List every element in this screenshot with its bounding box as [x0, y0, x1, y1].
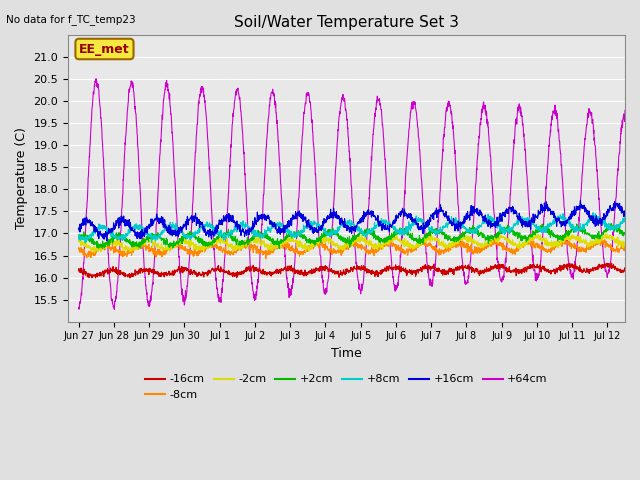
- -8cm: [561, 236, 569, 241]
- +16cm: [103, 238, 111, 244]
- +16cm: [75, 227, 83, 232]
- Line: -16cm: -16cm: [79, 263, 625, 278]
- Line: -2cm: -2cm: [79, 233, 625, 253]
- -2cm: [326, 237, 334, 242]
- +8cm: [75, 233, 83, 239]
- X-axis label: Time: Time: [331, 347, 362, 360]
- +8cm: [340, 220, 348, 226]
- -2cm: [505, 240, 513, 246]
- -8cm: [262, 256, 269, 262]
- Line: +16cm: +16cm: [79, 201, 625, 241]
- -2cm: [90, 250, 98, 256]
- -2cm: [605, 234, 613, 240]
- -8cm: [75, 245, 83, 251]
- -16cm: [103, 267, 111, 273]
- +16cm: [326, 215, 334, 221]
- -8cm: [621, 245, 629, 251]
- +64cm: [103, 227, 111, 233]
- +8cm: [589, 210, 597, 216]
- Legend: -16cm, -8cm, -2cm, +2cm, +8cm, +16cm, +64cm: -16cm, -8cm, -2cm, +2cm, +8cm, +16cm, +6…: [141, 370, 552, 405]
- +16cm: [102, 230, 110, 236]
- +2cm: [605, 225, 613, 230]
- +8cm: [505, 228, 513, 233]
- -2cm: [103, 240, 111, 246]
- +16cm: [606, 204, 614, 209]
- +8cm: [606, 226, 614, 231]
- +2cm: [102, 240, 110, 246]
- Y-axis label: Temperature (C): Temperature (C): [15, 128, 28, 229]
- -8cm: [102, 243, 110, 249]
- Line: +8cm: +8cm: [79, 213, 625, 243]
- +16cm: [621, 212, 629, 217]
- -8cm: [606, 242, 614, 248]
- +8cm: [103, 225, 111, 231]
- +8cm: [81, 240, 89, 246]
- +16cm: [605, 207, 613, 213]
- -2cm: [602, 230, 609, 236]
- Line: -8cm: -8cm: [79, 239, 625, 259]
- +8cm: [326, 232, 334, 238]
- Text: No data for f_TC_temp23: No data for f_TC_temp23: [6, 14, 136, 25]
- -16cm: [621, 268, 629, 274]
- +64cm: [506, 204, 513, 210]
- +2cm: [275, 246, 283, 252]
- +64cm: [606, 265, 614, 271]
- Title: Soil/Water Temperature Set 3: Soil/Water Temperature Set 3: [234, 15, 459, 30]
- Text: EE_met: EE_met: [79, 43, 130, 56]
- +8cm: [605, 226, 613, 232]
- -2cm: [75, 238, 83, 244]
- Line: +2cm: +2cm: [79, 224, 625, 249]
- +64cm: [111, 307, 118, 312]
- -2cm: [621, 241, 629, 247]
- +16cm: [505, 204, 513, 210]
- +2cm: [607, 221, 615, 227]
- +2cm: [340, 240, 348, 245]
- Line: +64cm: +64cm: [79, 79, 625, 310]
- +64cm: [341, 98, 349, 104]
- -16cm: [605, 264, 613, 269]
- -16cm: [326, 268, 334, 274]
- +2cm: [505, 227, 513, 233]
- +2cm: [605, 225, 613, 231]
- -16cm: [75, 267, 83, 273]
- -16cm: [505, 265, 513, 271]
- -8cm: [605, 244, 613, 250]
- +64cm: [92, 76, 100, 82]
- -16cm: [606, 261, 614, 267]
- +16cm: [577, 198, 584, 204]
- +2cm: [621, 232, 629, 238]
- +64cm: [75, 306, 83, 312]
- +64cm: [621, 108, 629, 113]
- -8cm: [505, 248, 513, 254]
- -16cm: [88, 275, 96, 281]
- +2cm: [75, 236, 83, 242]
- +16cm: [340, 216, 348, 222]
- -2cm: [340, 242, 348, 248]
- -16cm: [603, 260, 611, 266]
- -2cm: [606, 233, 614, 239]
- -8cm: [340, 247, 348, 253]
- -16cm: [340, 269, 348, 275]
- +2cm: [326, 227, 334, 232]
- +8cm: [621, 216, 629, 222]
- +64cm: [605, 265, 613, 271]
- -8cm: [326, 247, 334, 252]
- +64cm: [326, 254, 334, 260]
